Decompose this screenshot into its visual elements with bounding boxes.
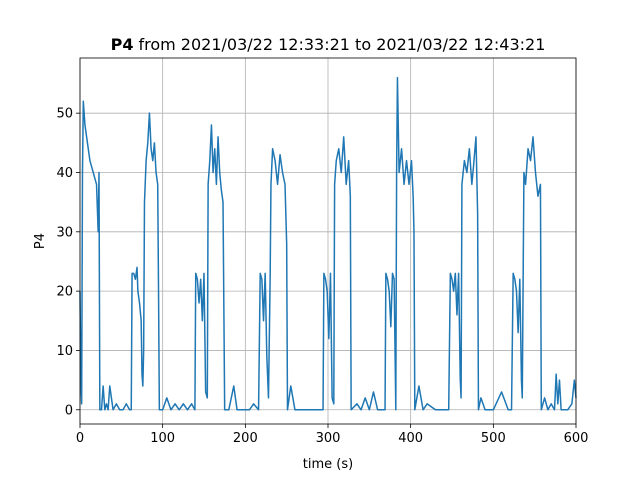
x-tick-label: 100 bbox=[150, 431, 175, 446]
y-tick-label: 0 bbox=[65, 403, 73, 418]
x-tick-label: 400 bbox=[398, 431, 423, 446]
data-line bbox=[79, 76, 577, 411]
y-tick-label: 30 bbox=[56, 225, 73, 240]
y-tick-label: 20 bbox=[56, 285, 73, 300]
title-bold: P4 bbox=[111, 35, 134, 54]
y-tick-label: 50 bbox=[56, 107, 73, 122]
y-tick-label: 40 bbox=[56, 166, 73, 181]
y-axis-label: P4 bbox=[33, 233, 48, 249]
plot-frame bbox=[79, 57, 577, 425]
title-rest: from 2021/03/22 12:33:21 to 2021/03/22 1… bbox=[138, 35, 545, 54]
x-axis-label: time (s) bbox=[303, 457, 353, 472]
chart-title: P4 from 2021/03/22 12:33:21 to 2021/03/22… bbox=[111, 35, 546, 54]
x-tick-label: 500 bbox=[481, 431, 506, 446]
x-tick-label: 300 bbox=[316, 431, 341, 446]
y-tick-label: 10 bbox=[56, 344, 73, 359]
x-tick-label: 200 bbox=[233, 431, 258, 446]
x-tick-label: 600 bbox=[564, 431, 589, 446]
x-tick-label: 0 bbox=[76, 431, 84, 446]
